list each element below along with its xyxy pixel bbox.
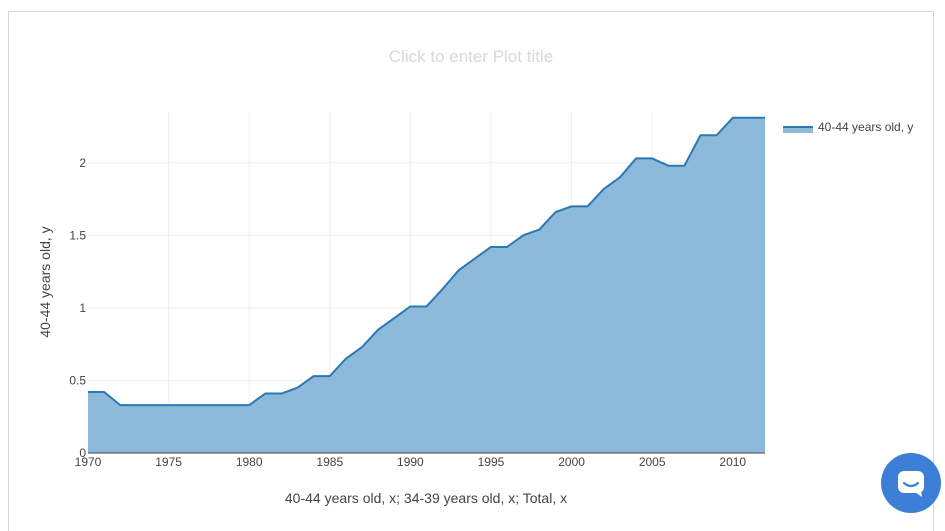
data-point[interactable] <box>763 116 767 120</box>
series-layer <box>86 116 767 453</box>
data-point[interactable] <box>473 257 477 261</box>
data-point[interactable] <box>150 403 154 407</box>
data-point[interactable] <box>634 156 638 160</box>
y-tick-label: 0.5 <box>69 373 86 387</box>
data-point[interactable] <box>618 175 622 179</box>
chat-launcher-button[interactable] <box>881 453 941 513</box>
x-tick-label: 1995 <box>478 455 505 469</box>
data-point[interactable] <box>247 403 251 407</box>
y-axis-title[interactable]: 40-44 years old, y <box>37 226 53 337</box>
data-point[interactable] <box>199 403 203 407</box>
data-point[interactable] <box>134 403 138 407</box>
data-point[interactable] <box>650 156 654 160</box>
data-point[interactable] <box>183 403 187 407</box>
data-point[interactable] <box>360 345 364 349</box>
y-tick-label: 2 <box>79 156 86 170</box>
data-point[interactable] <box>682 164 686 168</box>
x-tick-label: 1985 <box>316 455 343 469</box>
data-point[interactable] <box>731 116 735 120</box>
x-tick-label: 2000 <box>558 455 585 469</box>
series-line[interactable] <box>88 116 765 407</box>
data-point[interactable] <box>441 287 445 291</box>
plot-title[interactable]: Click to enter Plot title <box>389 47 553 66</box>
data-point[interactable] <box>118 403 122 407</box>
y-tick-label: 1.5 <box>69 228 86 242</box>
x-axis-title[interactable]: 40-44 years old, x; 34-39 years old, x; … <box>285 490 567 506</box>
data-point[interactable] <box>457 268 461 272</box>
data-point[interactable] <box>296 386 300 390</box>
chat-bubble-icon <box>898 471 924 497</box>
data-point[interactable] <box>521 233 525 237</box>
legend[interactable]: 40-44 years old, y <box>783 120 913 134</box>
data-point[interactable] <box>505 245 509 249</box>
x-tick-label: 1975 <box>155 455 182 469</box>
data-point[interactable] <box>328 374 332 378</box>
data-point[interactable] <box>312 374 316 378</box>
data-point[interactable] <box>666 164 670 168</box>
data-point[interactable] <box>715 133 719 137</box>
x-tick-label: 1980 <box>236 455 263 469</box>
data-point[interactable] <box>408 304 412 308</box>
data-point[interactable] <box>489 245 493 249</box>
data-point[interactable] <box>553 210 557 214</box>
data-point[interactable] <box>231 403 235 407</box>
data-point[interactable] <box>699 133 703 137</box>
series-area[interactable] <box>88 117 765 453</box>
data-point[interactable] <box>215 403 219 407</box>
data-point[interactable] <box>392 316 396 320</box>
x-tick-label: 1970 <box>75 455 102 469</box>
data-point[interactable] <box>102 390 106 394</box>
x-tick-label: 1990 <box>397 455 424 469</box>
data-point[interactable] <box>376 328 380 332</box>
x-tick-label: 2010 <box>719 455 746 469</box>
data-point[interactable] <box>586 204 590 208</box>
data-point[interactable] <box>263 392 267 396</box>
x-tick-label: 2005 <box>639 455 666 469</box>
data-point[interactable] <box>167 403 171 407</box>
y-tick-label: 0 <box>79 446 86 460</box>
legend-swatch <box>783 126 813 133</box>
y-tick-label: 1 <box>79 301 86 315</box>
data-point[interactable] <box>279 392 283 396</box>
data-point[interactable] <box>602 187 606 191</box>
legend-label: 40-44 years old, y <box>818 120 913 134</box>
data-point[interactable] <box>747 116 751 120</box>
data-point[interactable] <box>86 390 90 394</box>
data-point[interactable] <box>537 228 541 232</box>
data-point[interactable] <box>570 204 574 208</box>
data-point[interactable] <box>425 304 429 308</box>
axes: 1970 1975 1980 1985 1990 1995 2000 2005 2010 0 0.5… <box>69 156 765 469</box>
data-point[interactable] <box>344 357 348 361</box>
